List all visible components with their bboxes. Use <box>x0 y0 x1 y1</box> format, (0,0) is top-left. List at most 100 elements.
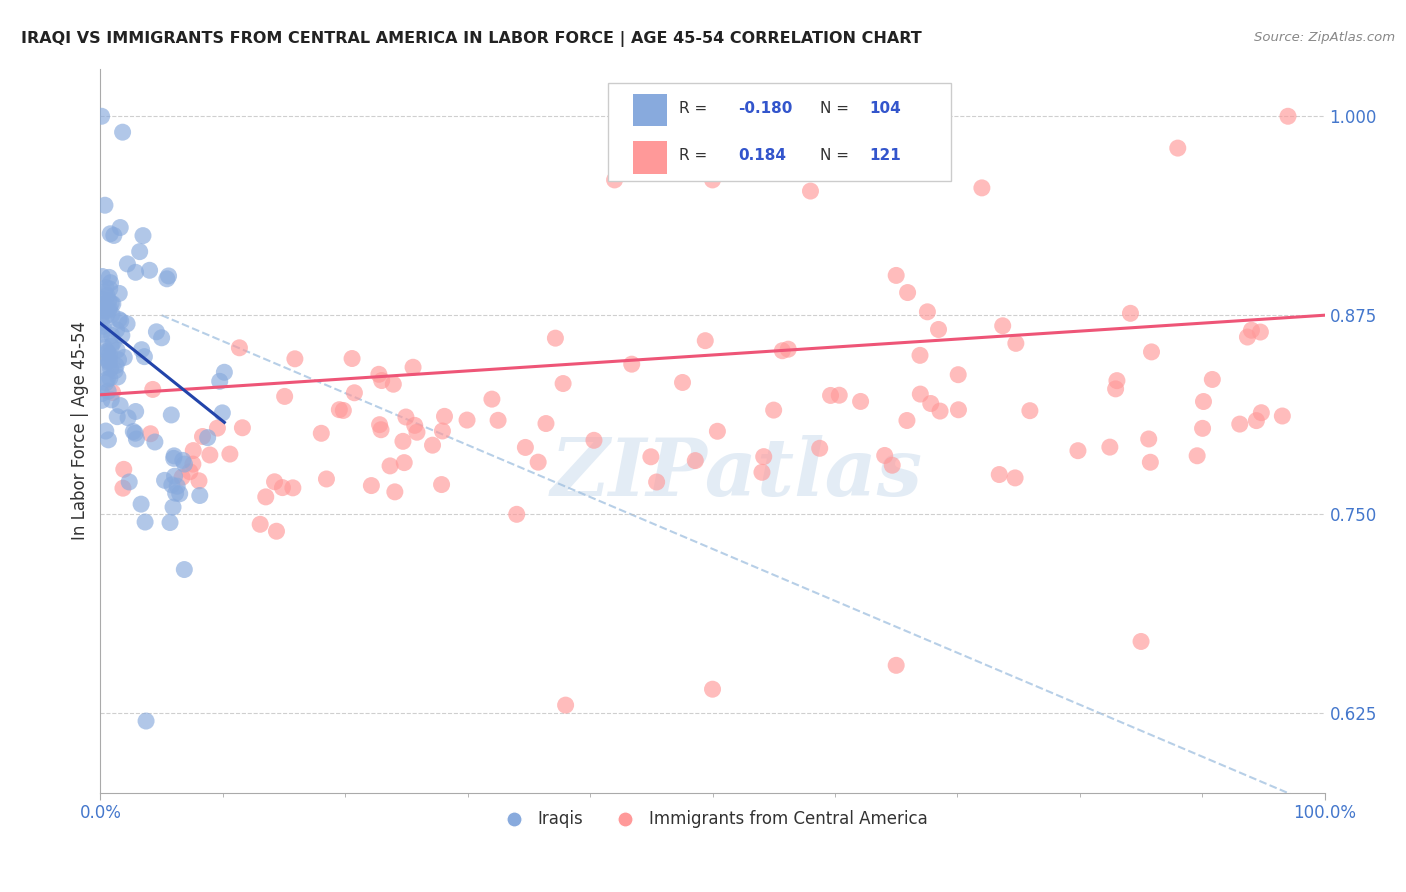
Point <box>156 272 179 286</box>
Point <box>160 478 183 492</box>
Point <box>160 408 183 422</box>
Point <box>105 343 128 358</box>
Point <box>928 322 950 336</box>
Point <box>1250 406 1272 420</box>
Point <box>271 481 294 495</box>
Point <box>90 393 112 408</box>
Point <box>90 386 112 401</box>
Point <box>91 293 114 307</box>
Point <box>191 429 214 443</box>
Point <box>991 318 1014 333</box>
Point <box>770 343 793 358</box>
Point <box>197 431 219 445</box>
Point <box>98 227 121 241</box>
Point <box>103 334 125 349</box>
Point <box>1130 634 1153 648</box>
Point <box>198 448 221 462</box>
Point <box>157 268 180 283</box>
Point <box>645 475 668 489</box>
Point <box>1192 394 1215 409</box>
Point <box>135 714 157 728</box>
Text: 104: 104 <box>869 101 901 116</box>
Point <box>97 293 120 308</box>
Point <box>172 470 194 484</box>
Point <box>98 353 121 368</box>
Point <box>884 658 907 673</box>
Point <box>124 426 146 441</box>
Point <box>929 404 952 418</box>
FancyBboxPatch shape <box>609 83 952 181</box>
Point <box>544 331 567 345</box>
Point <box>112 462 135 476</box>
Point <box>778 342 800 356</box>
Point <box>90 327 112 342</box>
Point <box>105 323 128 337</box>
Point <box>343 385 366 400</box>
Point <box>603 173 626 187</box>
Point <box>1098 440 1121 454</box>
Point <box>179 465 201 479</box>
Point <box>751 465 773 479</box>
Point <box>1249 325 1271 339</box>
Point <box>456 413 478 427</box>
Point <box>849 394 872 409</box>
Point <box>90 303 112 318</box>
Point <box>129 497 152 511</box>
Point <box>139 426 162 441</box>
Point <box>1140 345 1163 359</box>
Point <box>96 308 118 322</box>
Point <box>93 285 115 300</box>
Point <box>218 447 240 461</box>
Point <box>142 383 165 397</box>
Point <box>384 484 406 499</box>
Point <box>422 438 444 452</box>
Point <box>101 385 124 400</box>
Point <box>1105 374 1128 388</box>
Text: -0.180: -0.180 <box>738 101 793 116</box>
Point <box>108 312 131 326</box>
Point <box>125 432 148 446</box>
Point <box>134 350 156 364</box>
Point <box>108 399 131 413</box>
Point <box>91 319 114 334</box>
Point <box>368 417 391 432</box>
Point <box>107 370 129 384</box>
Point <box>145 325 167 339</box>
Point <box>1104 382 1126 396</box>
Point <box>988 467 1011 482</box>
Point <box>108 286 131 301</box>
Point <box>117 257 139 271</box>
Point <box>1137 432 1160 446</box>
Point <box>370 374 392 388</box>
Point <box>404 418 426 433</box>
Point <box>1191 421 1213 435</box>
Point <box>124 404 146 418</box>
Point <box>111 328 134 343</box>
Point <box>1005 336 1028 351</box>
Point <box>214 365 236 379</box>
Point <box>173 562 195 576</box>
Point <box>159 516 181 530</box>
Point <box>165 486 187 500</box>
Point <box>527 455 550 469</box>
Point <box>98 270 121 285</box>
Point <box>97 303 120 318</box>
Point <box>702 682 724 697</box>
Point <box>117 410 139 425</box>
Point <box>94 198 117 212</box>
Point <box>94 280 117 294</box>
Point <box>249 517 271 532</box>
Point <box>93 360 115 375</box>
Point <box>1229 417 1251 431</box>
Point <box>948 402 970 417</box>
Point <box>163 469 186 483</box>
Point <box>112 351 135 365</box>
Point <box>695 334 717 348</box>
Point <box>392 434 415 449</box>
Point <box>910 387 932 401</box>
Point <box>582 434 605 448</box>
Point <box>124 265 146 279</box>
Point <box>138 263 160 277</box>
Point <box>100 328 122 343</box>
Text: R =: R = <box>679 101 707 116</box>
